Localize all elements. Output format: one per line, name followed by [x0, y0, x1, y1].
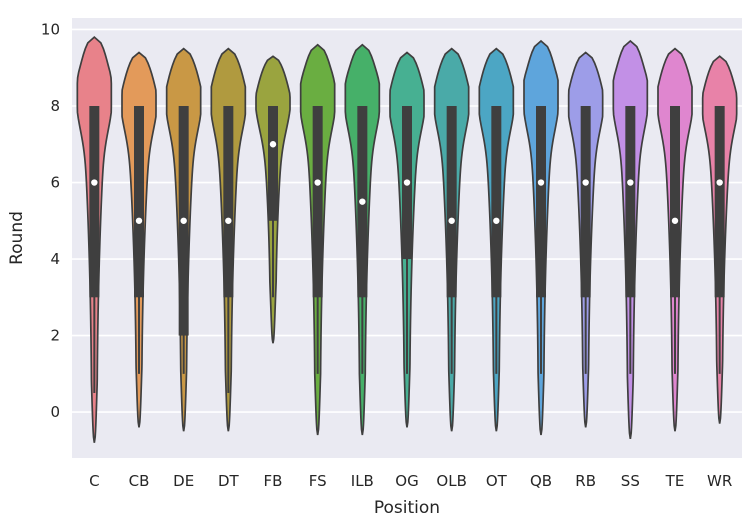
violin-median [716, 179, 723, 186]
violin-median [582, 179, 589, 186]
x-tick-label: OLB [436, 472, 466, 490]
x-tick-label: RB [575, 472, 596, 490]
violin-median [180, 217, 187, 224]
y-tick-labels: 0 2 4 6 8 10 [41, 20, 60, 421]
x-tick-label: DE [173, 472, 194, 490]
x-tick-label: C [89, 472, 99, 490]
violin-iqr-box [536, 106, 546, 298]
violin-median [359, 198, 366, 205]
violin-median [314, 179, 321, 186]
x-tick-label: DT [218, 472, 240, 490]
violin-iqr-box [89, 106, 100, 298]
violin-iqr-box [491, 106, 502, 298]
violin-median [269, 141, 277, 148]
violin-iqr-box [312, 106, 323, 298]
x-tick-label: FS [309, 472, 327, 490]
x-tick-label: FB [264, 472, 283, 490]
violin-iqr-box [580, 106, 591, 298]
x-tick-label: WR [707, 472, 732, 490]
x-tick-label: ILB [351, 472, 374, 490]
violin-median [537, 179, 545, 186]
violin-median [91, 179, 98, 186]
violin-iqr-box [134, 106, 144, 298]
violin-iqr-box [446, 106, 457, 298]
violin-iqr-box [268, 106, 278, 221]
violin-iqr-box [625, 106, 636, 298]
x-tick-label: OT [486, 472, 508, 490]
x-tick-label: SS [621, 472, 640, 490]
y-tick-label: 4 [50, 250, 60, 268]
y-tick-label: 6 [50, 174, 60, 192]
x-tick-label: OG [395, 472, 418, 490]
y-axis-label: Round [7, 211, 27, 265]
x-axis-label: Position [374, 498, 440, 518]
violin-iqr-box [714, 106, 725, 298]
x-tick-labels: C CB DE DT FB FS ILB OG OLB OT QB RB SS TE WR [89, 472, 732, 490]
y-tick-label: 2 [50, 327, 60, 345]
x-tick-label: QB [530, 472, 552, 490]
violin-median [225, 217, 232, 224]
violin-median [403, 179, 411, 186]
violin-iqr-box [223, 106, 234, 298]
y-tick-label: 10 [41, 20, 60, 38]
violin-median [627, 179, 634, 186]
x-tick-label: TE [665, 472, 685, 490]
violin-median [493, 217, 500, 224]
violin-median [135, 217, 143, 224]
y-tick-label: 0 [50, 403, 60, 421]
violin-median [448, 217, 455, 224]
violins [76, 35, 738, 443]
violin-iqr-box [670, 106, 680, 298]
y-tick-label: 8 [50, 97, 60, 115]
x-tick-label: CB [129, 472, 150, 490]
violin-median [671, 217, 679, 224]
